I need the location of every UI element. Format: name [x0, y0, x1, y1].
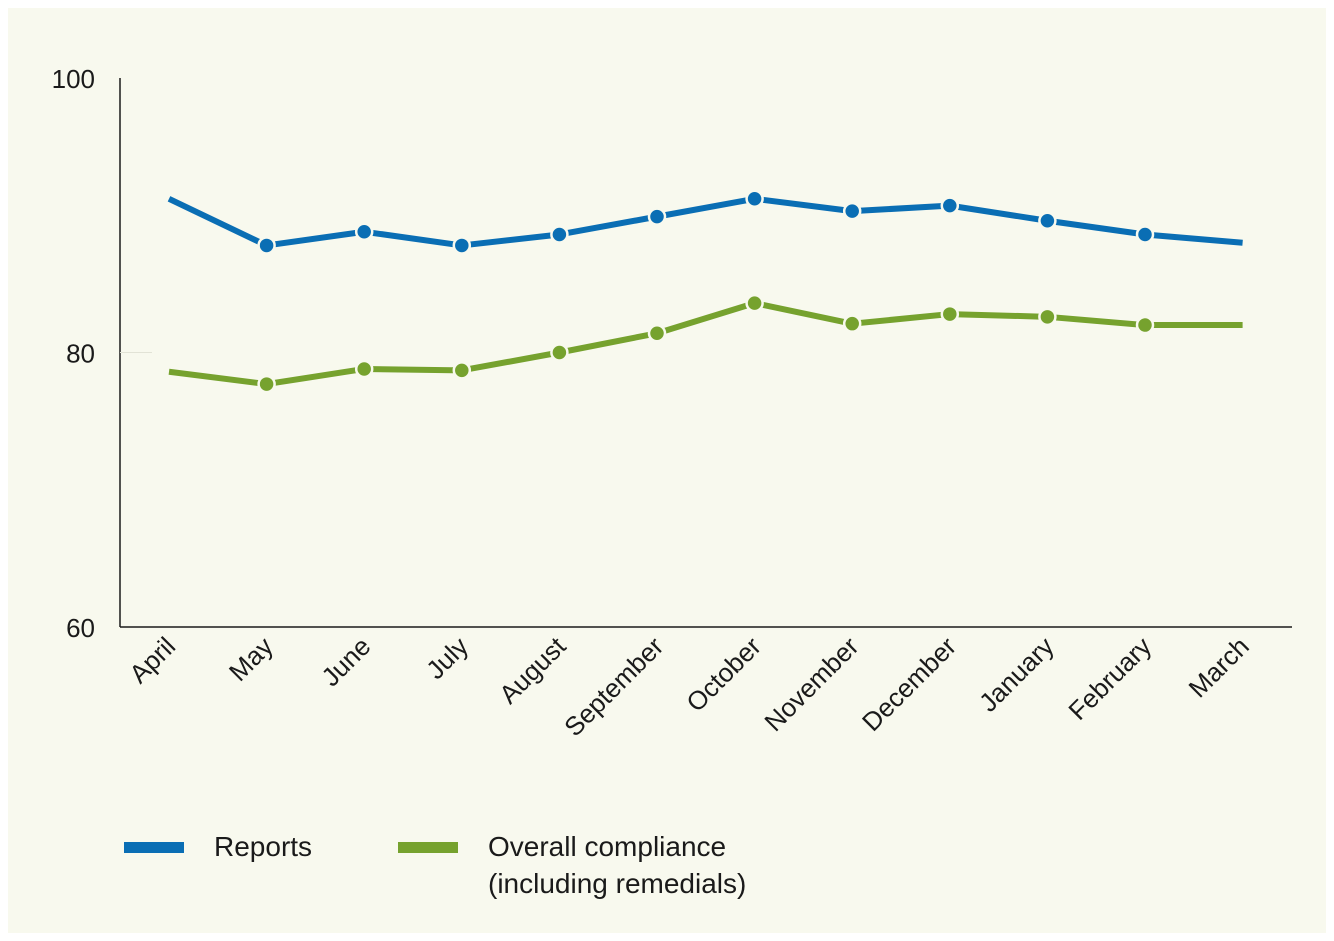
legend-label-overall-compliance-line2: (including remedials) [488, 868, 746, 899]
chart-series [167, 189, 1243, 394]
series-line-0 [167, 195, 1243, 249]
data-point [842, 201, 862, 221]
x-tick-label: August [493, 630, 572, 709]
y-tick-labels: 100 80 60 [52, 64, 152, 643]
data-point [745, 293, 764, 313]
data-point [1135, 315, 1155, 335]
data-point [940, 196, 960, 215]
x-tick-label: July [420, 631, 474, 685]
data-point [257, 236, 276, 255]
data-point [647, 207, 667, 226]
x-tick-label: September [558, 631, 669, 742]
data-point [257, 374, 276, 394]
data-point [1038, 307, 1057, 327]
legend-label-overall-compliance-line1: Overall compliance [488, 831, 726, 862]
y-tick-label: 60 [66, 613, 95, 643]
series-line-1 [168, 300, 1243, 388]
legend-label-reports: Reports [214, 831, 312, 862]
data-point [1038, 211, 1057, 230]
chart-axes [119, 78, 1292, 628]
chart-panel [8, 8, 1326, 933]
data-point [354, 222, 374, 241]
x-tick-label: October [680, 631, 767, 718]
x-tick-label: March [1183, 631, 1255, 703]
data-point [452, 361, 472, 380]
x-tick-label: November [758, 631, 864, 737]
data-point [1135, 225, 1155, 244]
x-tick-label: May [223, 631, 279, 687]
data-point [354, 359, 374, 379]
data-point [940, 304, 960, 324]
x-tick-label: January [973, 631, 1060, 718]
legend-swatch-overall-compliance [398, 842, 458, 853]
data-point [647, 324, 667, 343]
data-point [550, 225, 569, 244]
data-point [745, 189, 764, 209]
x-tick-label: April [123, 631, 181, 689]
y-tick-label: 80 [66, 339, 95, 369]
legend-swatch-reports [124, 842, 184, 853]
legend: Reports Overall compliance (including re… [124, 831, 746, 899]
data-point [452, 236, 472, 255]
x-tick-label: June [315, 631, 376, 692]
x-tick-label: February [1062, 631, 1157, 726]
data-point [550, 343, 569, 362]
data-point [842, 314, 862, 333]
x-tick-label: December [856, 631, 962, 737]
y-tick-label: 100 [52, 64, 95, 94]
